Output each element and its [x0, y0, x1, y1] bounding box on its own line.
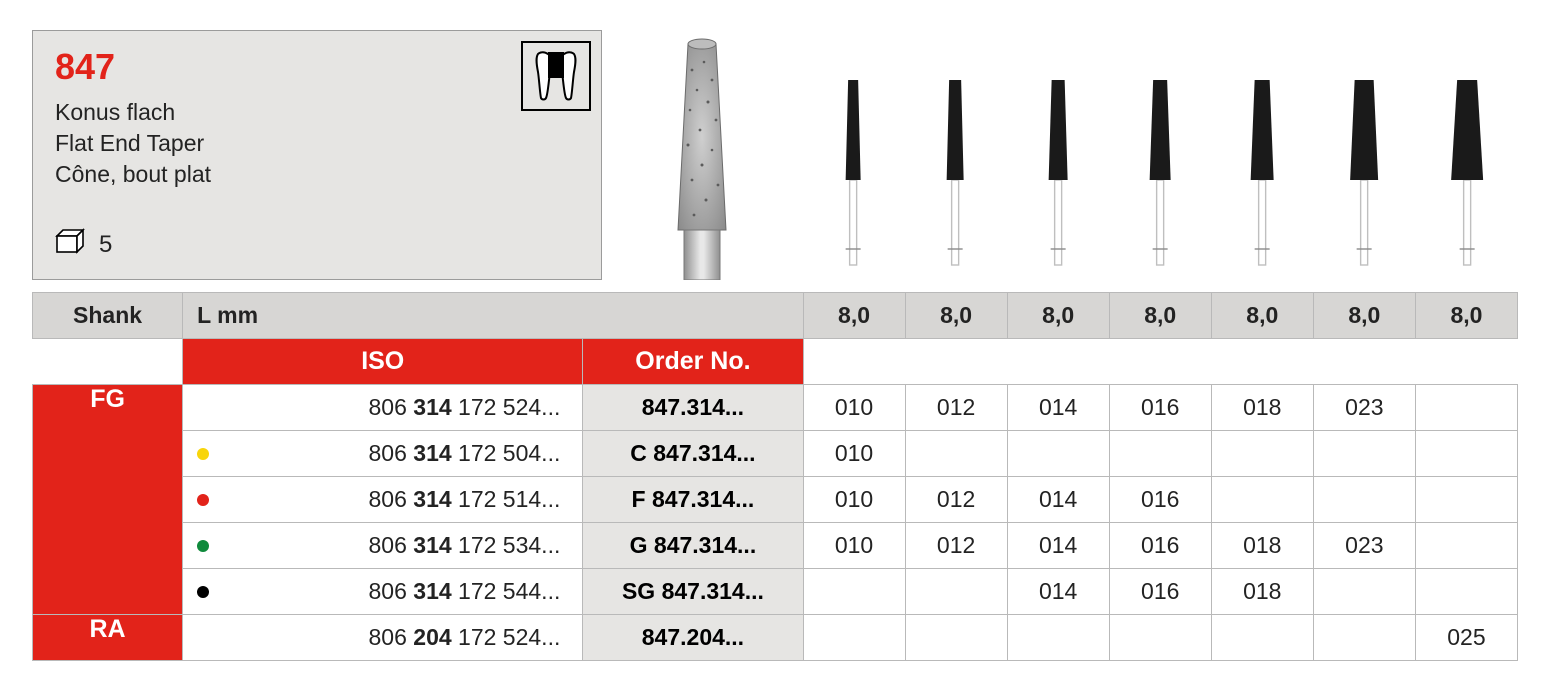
cell-3-5: 023 [1313, 523, 1415, 569]
lmm-1: 8,0 [905, 293, 1007, 339]
lmm-5: 8,0 [1313, 293, 1415, 339]
lmm-6: 8,0 [1415, 293, 1517, 339]
desc-en: Flat End Taper [55, 128, 579, 159]
variant-diagrams [802, 30, 1518, 280]
cell-4-4: 018 [1211, 569, 1313, 615]
cell-3-1: 012 [905, 523, 1007, 569]
desc-fr: Cône, bout plat [55, 159, 579, 190]
cell-4-3: 016 [1109, 569, 1211, 615]
iso-2: 806 314 172 514... [183, 477, 583, 523]
package-icon [55, 228, 85, 261]
cell-1-0: 010 [803, 431, 905, 477]
cell-0-4: 018 [1211, 385, 1313, 431]
lmm-4: 8,0 [1211, 293, 1313, 339]
cell-5-6: 025 [1415, 615, 1517, 661]
cell-0-0: 010 [803, 385, 905, 431]
cell-1-3 [1109, 431, 1211, 477]
order-0: 847.314... [583, 385, 803, 431]
cell-2-0: 010 [803, 477, 905, 523]
variant-1 [904, 30, 1006, 280]
variant-6 [1416, 30, 1518, 280]
cell-3-3: 016 [1109, 523, 1211, 569]
order-3: G 847.314... [583, 523, 803, 569]
tooth-application-icon [521, 41, 591, 111]
header-shank: Shank [33, 293, 183, 339]
order-2: F 847.314... [583, 477, 803, 523]
header-iso: ISO [183, 339, 583, 385]
variant-2 [1007, 30, 1109, 280]
blank-top-4 [1211, 339, 1313, 385]
cell-3-4: 018 [1211, 523, 1313, 569]
shank-ra: RA [33, 615, 183, 661]
header-lmm: L mm [183, 293, 803, 339]
blank-top-5 [1313, 339, 1415, 385]
cell-5-3 [1109, 615, 1211, 661]
cell-0-1: 012 [905, 385, 1007, 431]
lmm-2: 8,0 [1007, 293, 1109, 339]
shank-fg: FG [33, 385, 183, 615]
product-descriptions: Konus flach Flat End Taper Cône, bout pl… [55, 97, 579, 190]
iso-3: 806 314 172 534... [183, 523, 583, 569]
variant-5 [1313, 30, 1415, 280]
cell-2-1: 012 [905, 477, 1007, 523]
cell-2-4 [1211, 477, 1313, 523]
cell-4-1 [905, 569, 1007, 615]
cell-5-0 [803, 615, 905, 661]
cell-3-2: 014 [1007, 523, 1109, 569]
order-4: SG 847.314... [583, 569, 803, 615]
product-info-panel: 847 Konus flach Flat End Taper Cône, bou… [32, 30, 602, 280]
page: 847 Konus flach Flat End Taper Cône, bou… [32, 30, 1518, 661]
order-5: 847.204... [583, 615, 803, 661]
cell-2-2: 014 [1007, 477, 1109, 523]
iso-4: 806 314 172 544... [183, 569, 583, 615]
blank-top-6 [1415, 339, 1517, 385]
header-order: Order No. [583, 339, 803, 385]
cell-2-6 [1415, 477, 1517, 523]
cell-4-5 [1313, 569, 1415, 615]
blank-shank-top [33, 339, 183, 385]
top-row: 847 Konus flach Flat End Taper Cône, bou… [32, 30, 1518, 280]
cell-1-4 [1211, 431, 1313, 477]
product-photo [602, 30, 802, 280]
product-number: 847 [55, 49, 579, 85]
cell-5-2 [1007, 615, 1109, 661]
pack-quantity-row: 5 [55, 228, 112, 261]
cell-5-4 [1211, 615, 1313, 661]
cell-4-0 [803, 569, 905, 615]
blank-top-3 [1109, 339, 1211, 385]
variant-0 [802, 30, 904, 280]
cell-5-1 [905, 615, 1007, 661]
cell-1-5 [1313, 431, 1415, 477]
cell-1-1 [905, 431, 1007, 477]
cell-0-6 [1415, 385, 1517, 431]
cell-2-5 [1313, 477, 1415, 523]
variant-3 [1109, 30, 1211, 280]
iso-0: 806 314 172 524... [183, 385, 583, 431]
cell-0-2: 014 [1007, 385, 1109, 431]
cell-4-2: 014 [1007, 569, 1109, 615]
blank-top-0 [803, 339, 905, 385]
blank-top-1 [905, 339, 1007, 385]
cell-3-6 [1415, 523, 1517, 569]
cell-1-2 [1007, 431, 1109, 477]
cell-0-5: 023 [1313, 385, 1415, 431]
lmm-3: 8,0 [1109, 293, 1211, 339]
spec-table: ShankL mm8,08,08,08,08,08,08,0ISOOrder N… [32, 292, 1518, 661]
lmm-0: 8,0 [803, 293, 905, 339]
iso-1: 806 314 172 504... [183, 431, 583, 477]
cell-2-3: 016 [1109, 477, 1211, 523]
cell-5-5 [1313, 615, 1415, 661]
cell-4-6 [1415, 569, 1517, 615]
variant-4 [1211, 30, 1313, 280]
blank-top-2 [1007, 339, 1109, 385]
desc-de: Konus flach [55, 97, 579, 128]
order-1: C 847.314... [583, 431, 803, 477]
cell-1-6 [1415, 431, 1517, 477]
iso-5: 806 204 172 524... [183, 615, 583, 661]
cell-0-3: 016 [1109, 385, 1211, 431]
pack-quantity: 5 [99, 231, 112, 259]
cell-3-0: 010 [803, 523, 905, 569]
